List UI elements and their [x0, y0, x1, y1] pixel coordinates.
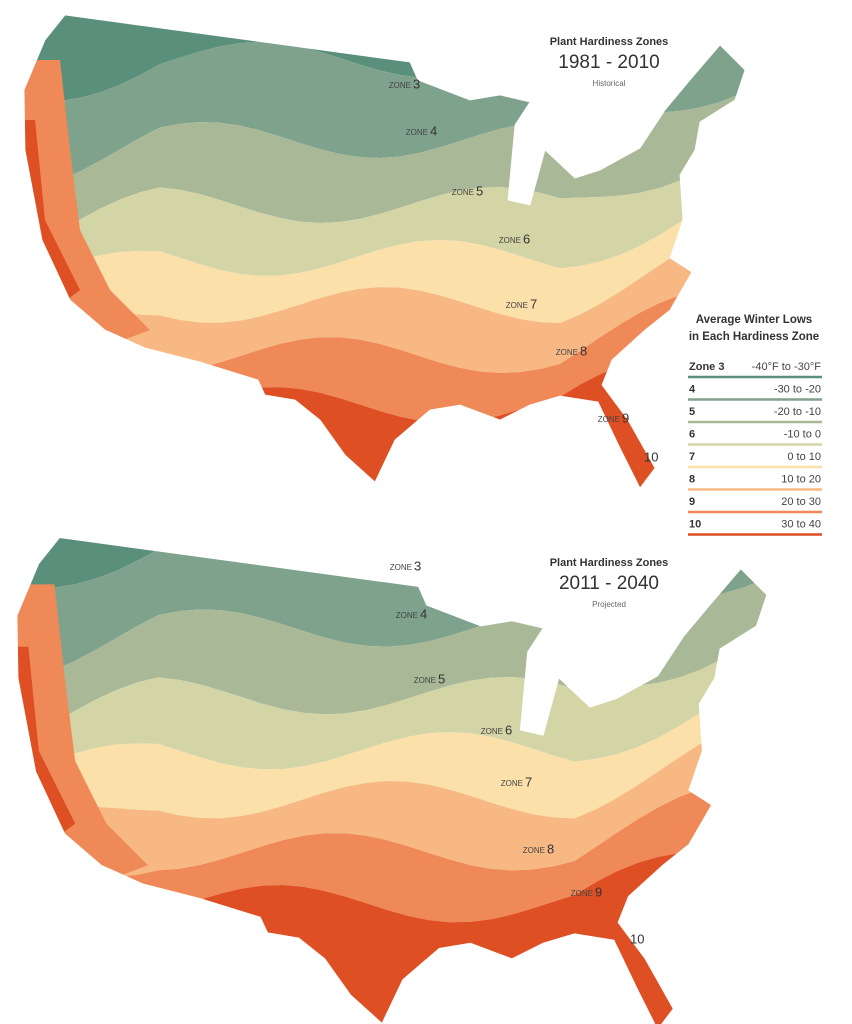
zone-label-prefix: ZONE	[571, 889, 593, 898]
zone-label-number: 6	[523, 231, 530, 246]
zone-label-prefix: ZONE	[556, 348, 578, 357]
zone-label-number: 10	[644, 449, 658, 464]
zone-label-prefix: ZONE	[389, 81, 411, 90]
zone-band	[24, 171, 745, 332]
legend-range: -30 to -20	[774, 383, 821, 395]
map-period: 2011 - 2040	[559, 573, 659, 594]
legend-zone: 6	[689, 428, 695, 440]
map-subtitle: Historical	[593, 79, 626, 88]
zone-band	[24, 133, 745, 301]
legend-range: -40°F to -30°F	[752, 361, 822, 373]
zone-label-number: 6	[505, 722, 512, 737]
zone-label-prefix: ZONE	[414, 676, 436, 685]
zone-label-number: 3	[414, 558, 421, 573]
zone-label-number: 7	[525, 774, 532, 789]
zone-label-prefix: ZONE	[523, 846, 545, 855]
zone-label-prefix: ZONE	[390, 563, 412, 572]
zone-label-number: 5	[438, 671, 445, 686]
legend-zone: 10	[689, 518, 701, 530]
legend-zone: 5	[689, 406, 695, 418]
zone-label-prefix: ZONE	[406, 128, 428, 137]
legend-zone: 7	[689, 451, 695, 463]
legend-range: 0 to 10	[787, 451, 821, 463]
zone-label-prefix: ZONE	[481, 727, 503, 736]
zone-band	[24, 219, 745, 380]
zone-band	[16, 661, 767, 828]
zone-label-prefix: ZONE	[501, 779, 523, 788]
zone-label-number: 8	[547, 841, 554, 856]
zone-band	[16, 620, 767, 796]
map-title: Plant Hardiness Zones	[550, 557, 669, 569]
legend-title: Average Winter Lows	[696, 314, 812, 326]
zone-label-prefix: ZONE	[598, 415, 620, 424]
zone-label-number: 4	[420, 606, 427, 621]
legend-range: 30 to 40	[781, 518, 821, 530]
legend: Average Winter Lows in Each Hardiness Zon…	[688, 314, 822, 536]
zone-label-prefix: ZONE	[506, 301, 528, 310]
us-map	[23, 14, 746, 489]
map-period: 1981 - 2010	[558, 52, 659, 73]
legend-range: -10 to 0	[784, 428, 821, 440]
zone-label-number: 7	[530, 296, 537, 311]
legend-range: 20 to 30	[781, 496, 821, 508]
legend-range: -20 to -10	[774, 406, 821, 418]
zone-label-number: 8	[580, 343, 587, 358]
legend-zone: Zone 3	[689, 361, 724, 373]
legend-zone: 8	[689, 473, 695, 485]
zone-label-prefix: ZONE	[499, 236, 521, 245]
zone-label-number: 9	[595, 884, 602, 899]
zone-band	[16, 710, 767, 877]
zone-label-number: 9	[622, 410, 629, 425]
map-subtitle: Projected	[592, 600, 626, 609]
zone-label-number: 10	[630, 931, 644, 946]
legend-range: 10 to 20	[781, 473, 821, 485]
legend-zone: 9	[689, 496, 695, 508]
map-title: Plant Hardiness Zones	[550, 36, 669, 48]
zone-label-prefix: ZONE	[396, 611, 418, 620]
zone-label-prefix: ZONE	[452, 188, 474, 197]
legend-zone: 4	[689, 383, 696, 395]
zone-label-number: 3	[413, 76, 420, 91]
zone-label-number: 5	[476, 183, 483, 198]
legend-title: in Each Hardiness Zone	[689, 331, 819, 343]
zone-fill	[24, 15, 745, 488]
zone-label-number: 4	[430, 123, 437, 138]
